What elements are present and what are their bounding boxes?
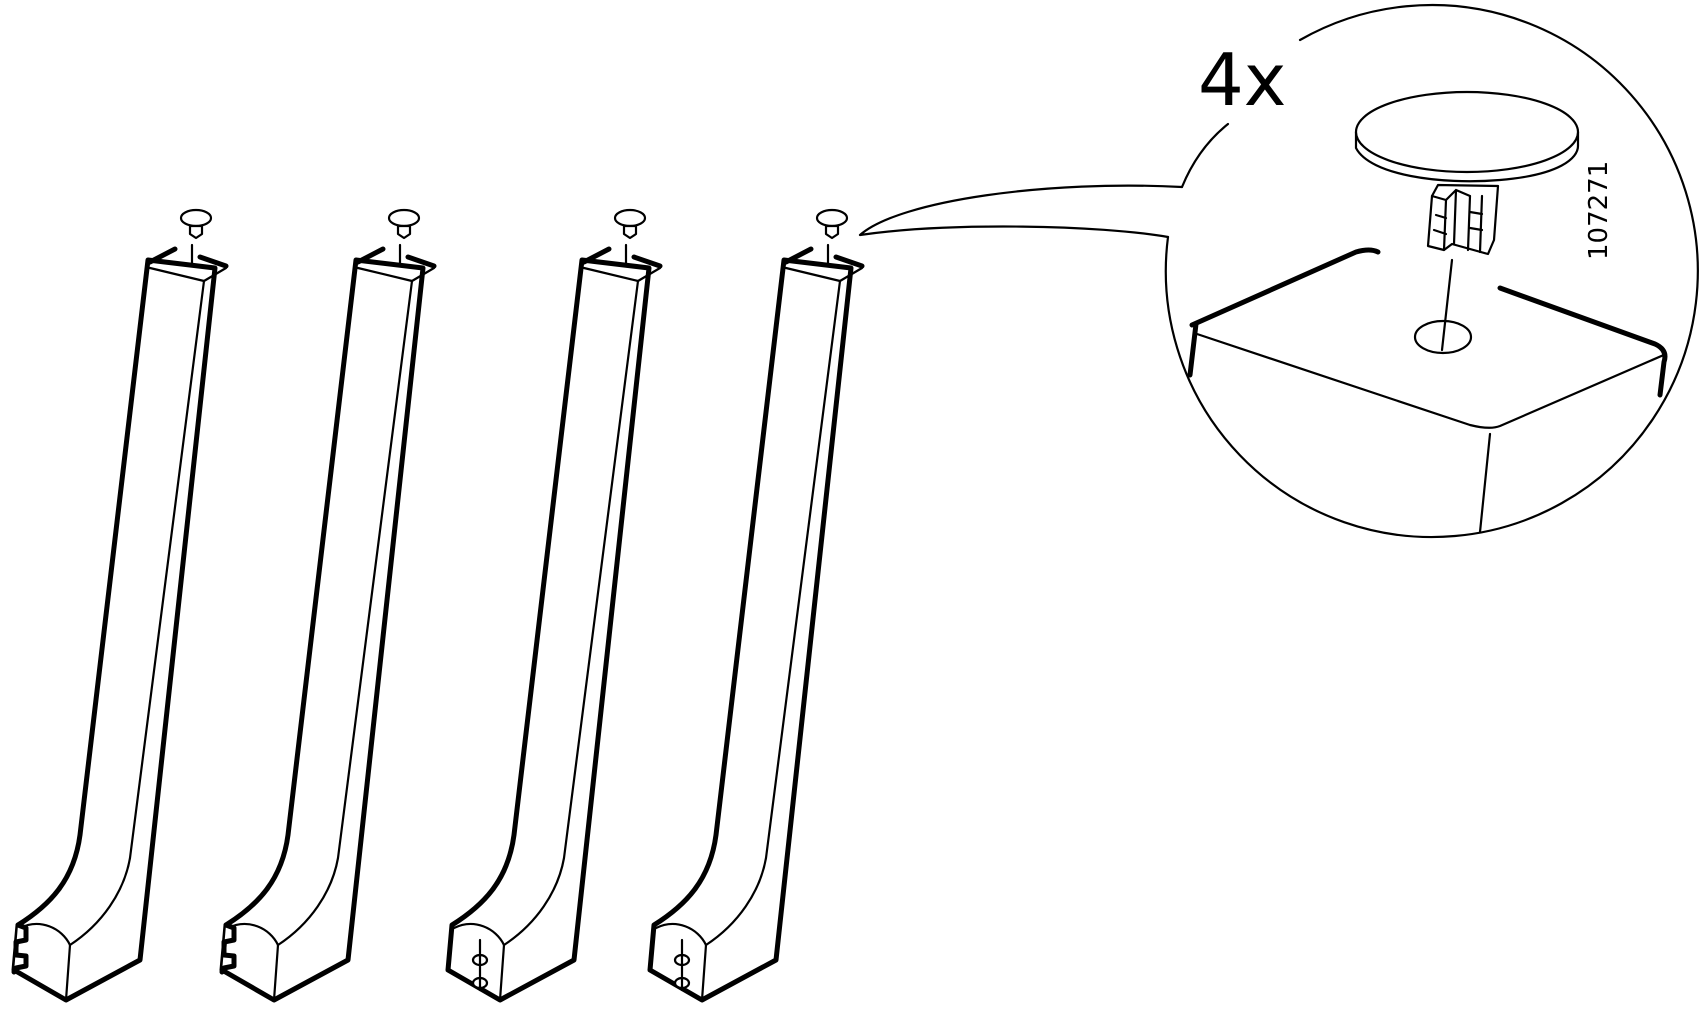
leg-3 <box>445 208 663 1003</box>
foot-curve <box>654 923 708 947</box>
leg-4 <box>647 208 865 1003</box>
cap-stem <box>188 224 204 240</box>
leg-outline <box>445 257 652 1003</box>
insert-guide-line <box>1440 258 1454 352</box>
cap-closeup <box>1354 90 1580 256</box>
leg-outline <box>647 257 854 1003</box>
leg-top-edge <box>147 246 229 269</box>
leg-front-edge <box>276 279 414 947</box>
foot-notches <box>219 922 237 975</box>
leg-front-edge <box>502 279 640 947</box>
leg-top-closeup <box>1187 247 1668 534</box>
cap-stem <box>824 224 840 240</box>
leg-front-edge <box>68 279 206 947</box>
leg-2 <box>219 208 437 1003</box>
leg-top-edge <box>581 246 663 269</box>
leg-outline <box>11 257 218 1003</box>
callout-pointer-tail <box>858 184 1184 239</box>
detail-magnifier: 4x 107271 <box>1164 3 1699 539</box>
leg-front-edge <box>704 279 842 947</box>
detail-circle <box>1164 3 1699 539</box>
legs-group <box>11 208 865 1003</box>
foot-notches <box>11 922 29 975</box>
foot-curve <box>452 923 506 947</box>
cap-icon <box>815 208 849 228</box>
leg-bottom-edge <box>64 943 72 1002</box>
callout-pointer <box>1180 122 1230 189</box>
cap-icon <box>613 208 647 228</box>
part-number: 107271 <box>1584 161 1614 260</box>
leg-bottom-edge <box>272 943 280 1002</box>
leg-bottom-edge <box>498 943 506 1002</box>
cap-stem <box>396 224 412 240</box>
leg-1 <box>11 208 229 1003</box>
leg-bottom-edge <box>700 943 708 1002</box>
cap-icon <box>179 208 213 228</box>
pilot-hole <box>1413 319 1473 355</box>
cap-icon <box>387 208 421 228</box>
leg-top-edge <box>355 246 437 269</box>
leg-top-edge <box>783 246 865 269</box>
leg-outline <box>219 257 426 1003</box>
cap-stem <box>622 224 638 240</box>
quantity-label: 4x <box>1198 38 1286 122</box>
